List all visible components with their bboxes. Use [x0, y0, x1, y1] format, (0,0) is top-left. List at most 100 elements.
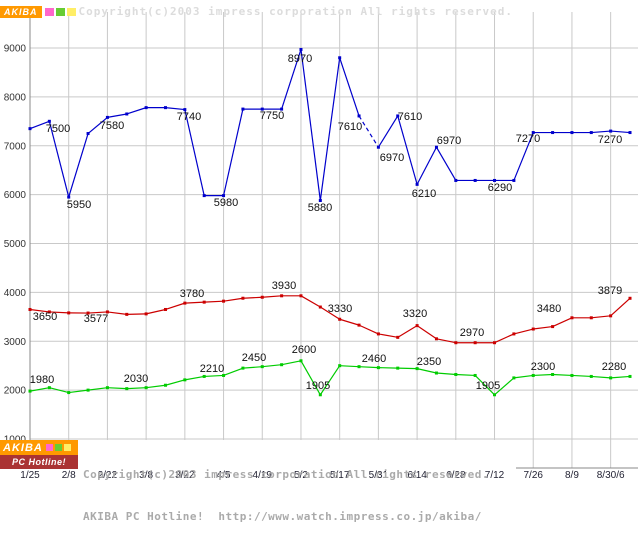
data-point-marker [396, 367, 399, 370]
x-tick-label: 7/26 [523, 470, 543, 480]
value-label: 7270 [516, 133, 540, 145]
series-segment [185, 302, 204, 303]
value-label: 2300 [531, 361, 555, 373]
series-segment [165, 108, 184, 110]
data-point-marker [454, 341, 457, 344]
data-point-marker [377, 332, 380, 335]
data-point-marker [590, 131, 593, 134]
data-point-marker [435, 372, 438, 375]
site-url-line: AKIBA PC Hotline! http://www.watch.impre… [83, 510, 489, 524]
data-point-marker [629, 297, 632, 300]
data-point-marker [570, 131, 573, 134]
series-segment [340, 366, 359, 367]
series-segment [436, 147, 455, 180]
akiba-logo-partial: AKIBA [0, 6, 42, 18]
data-point-marker [319, 393, 322, 396]
value-label: 7580 [100, 120, 124, 132]
top-banner: AKIBA Copyright(c)2003 impress corporati… [0, 5, 513, 18]
color-square [45, 8, 54, 16]
x-tick-label: 2/8 [62, 470, 76, 480]
data-point-marker [338, 364, 341, 367]
value-label: 3879 [598, 285, 622, 297]
series-segment [224, 298, 243, 301]
series-segment [611, 298, 630, 316]
data-point-marker [570, 374, 573, 377]
series-red [29, 294, 632, 344]
data-point-marker [551, 373, 554, 376]
value-label: 7740 [177, 111, 201, 123]
series-segment [417, 369, 436, 373]
series-segment [243, 367, 262, 368]
data-point-marker [532, 328, 535, 331]
series-segment [591, 376, 610, 377]
data-point-marker [203, 375, 206, 378]
data-point-marker [377, 146, 380, 149]
value-label: 7610 [338, 121, 362, 133]
series-segment [282, 361, 301, 365]
series-segment [514, 329, 533, 334]
value-label: 1980 [30, 374, 54, 386]
series-segment [611, 376, 630, 377]
data-point-marker [358, 114, 361, 117]
data-point-marker [493, 393, 496, 396]
data-point-marker [145, 106, 148, 109]
x-tick-label: 1/25 [20, 470, 40, 480]
data-point-marker [222, 300, 225, 303]
data-point-marker [203, 301, 206, 304]
value-label: 7500 [46, 123, 70, 135]
series-segment [204, 301, 223, 302]
series-segment [417, 326, 436, 339]
data-point-marker [280, 294, 283, 297]
data-point-marker [164, 308, 167, 311]
y-tick-label: 7000 [4, 141, 27, 152]
data-point-marker [474, 179, 477, 182]
color-square [46, 444, 53, 451]
data-point-marker [629, 375, 632, 378]
data-point-marker [67, 311, 70, 314]
series-segment [262, 365, 281, 367]
series-segment [204, 375, 223, 376]
series-segment [107, 388, 126, 389]
series-segment [165, 303, 184, 309]
data-point-marker [125, 313, 128, 316]
series-segment [359, 367, 378, 368]
data-point-marker [512, 332, 515, 335]
value-label: 6210 [412, 188, 436, 200]
data-point-marker [474, 374, 477, 377]
data-point-marker [435, 337, 438, 340]
data-point-marker [125, 387, 128, 390]
series-segment [533, 327, 552, 329]
value-label: 1905 [306, 380, 330, 392]
akiba-logo: AKIBA PC Hotline! [0, 440, 78, 469]
value-label: 3650 [33, 311, 57, 323]
data-point-marker [125, 112, 128, 115]
data-point-marker [183, 378, 186, 381]
data-point-marker [358, 324, 361, 327]
series-segment [533, 374, 552, 375]
series-segment [107, 312, 126, 314]
data-point-marker [474, 341, 477, 344]
data-point-marker [280, 363, 283, 366]
series-segment [243, 297, 262, 298]
series-segment [378, 334, 397, 337]
value-label: 1905 [476, 380, 500, 392]
data-point-marker [145, 312, 148, 315]
series-segment [359, 325, 378, 334]
data-point-marker [570, 316, 573, 319]
data-point-marker [377, 366, 380, 369]
x-tick-label: 8/9 [565, 470, 579, 480]
data-point-marker [67, 391, 70, 394]
series-segment [107, 114, 126, 117]
data-point-marker [48, 386, 51, 389]
series-segment [398, 326, 417, 338]
data-point-marker [29, 127, 32, 130]
data-point-marker [512, 179, 515, 182]
series-segment [146, 309, 165, 313]
data-point-marker [454, 179, 457, 182]
data-point-marker [241, 108, 244, 111]
y-tick-label: 2000 [4, 386, 27, 397]
logo-confetti [45, 8, 76, 16]
value-label: 2210 [200, 363, 224, 375]
pc-hotline-logo-text: PC Hotline! [0, 455, 78, 469]
data-point-marker [454, 373, 457, 376]
